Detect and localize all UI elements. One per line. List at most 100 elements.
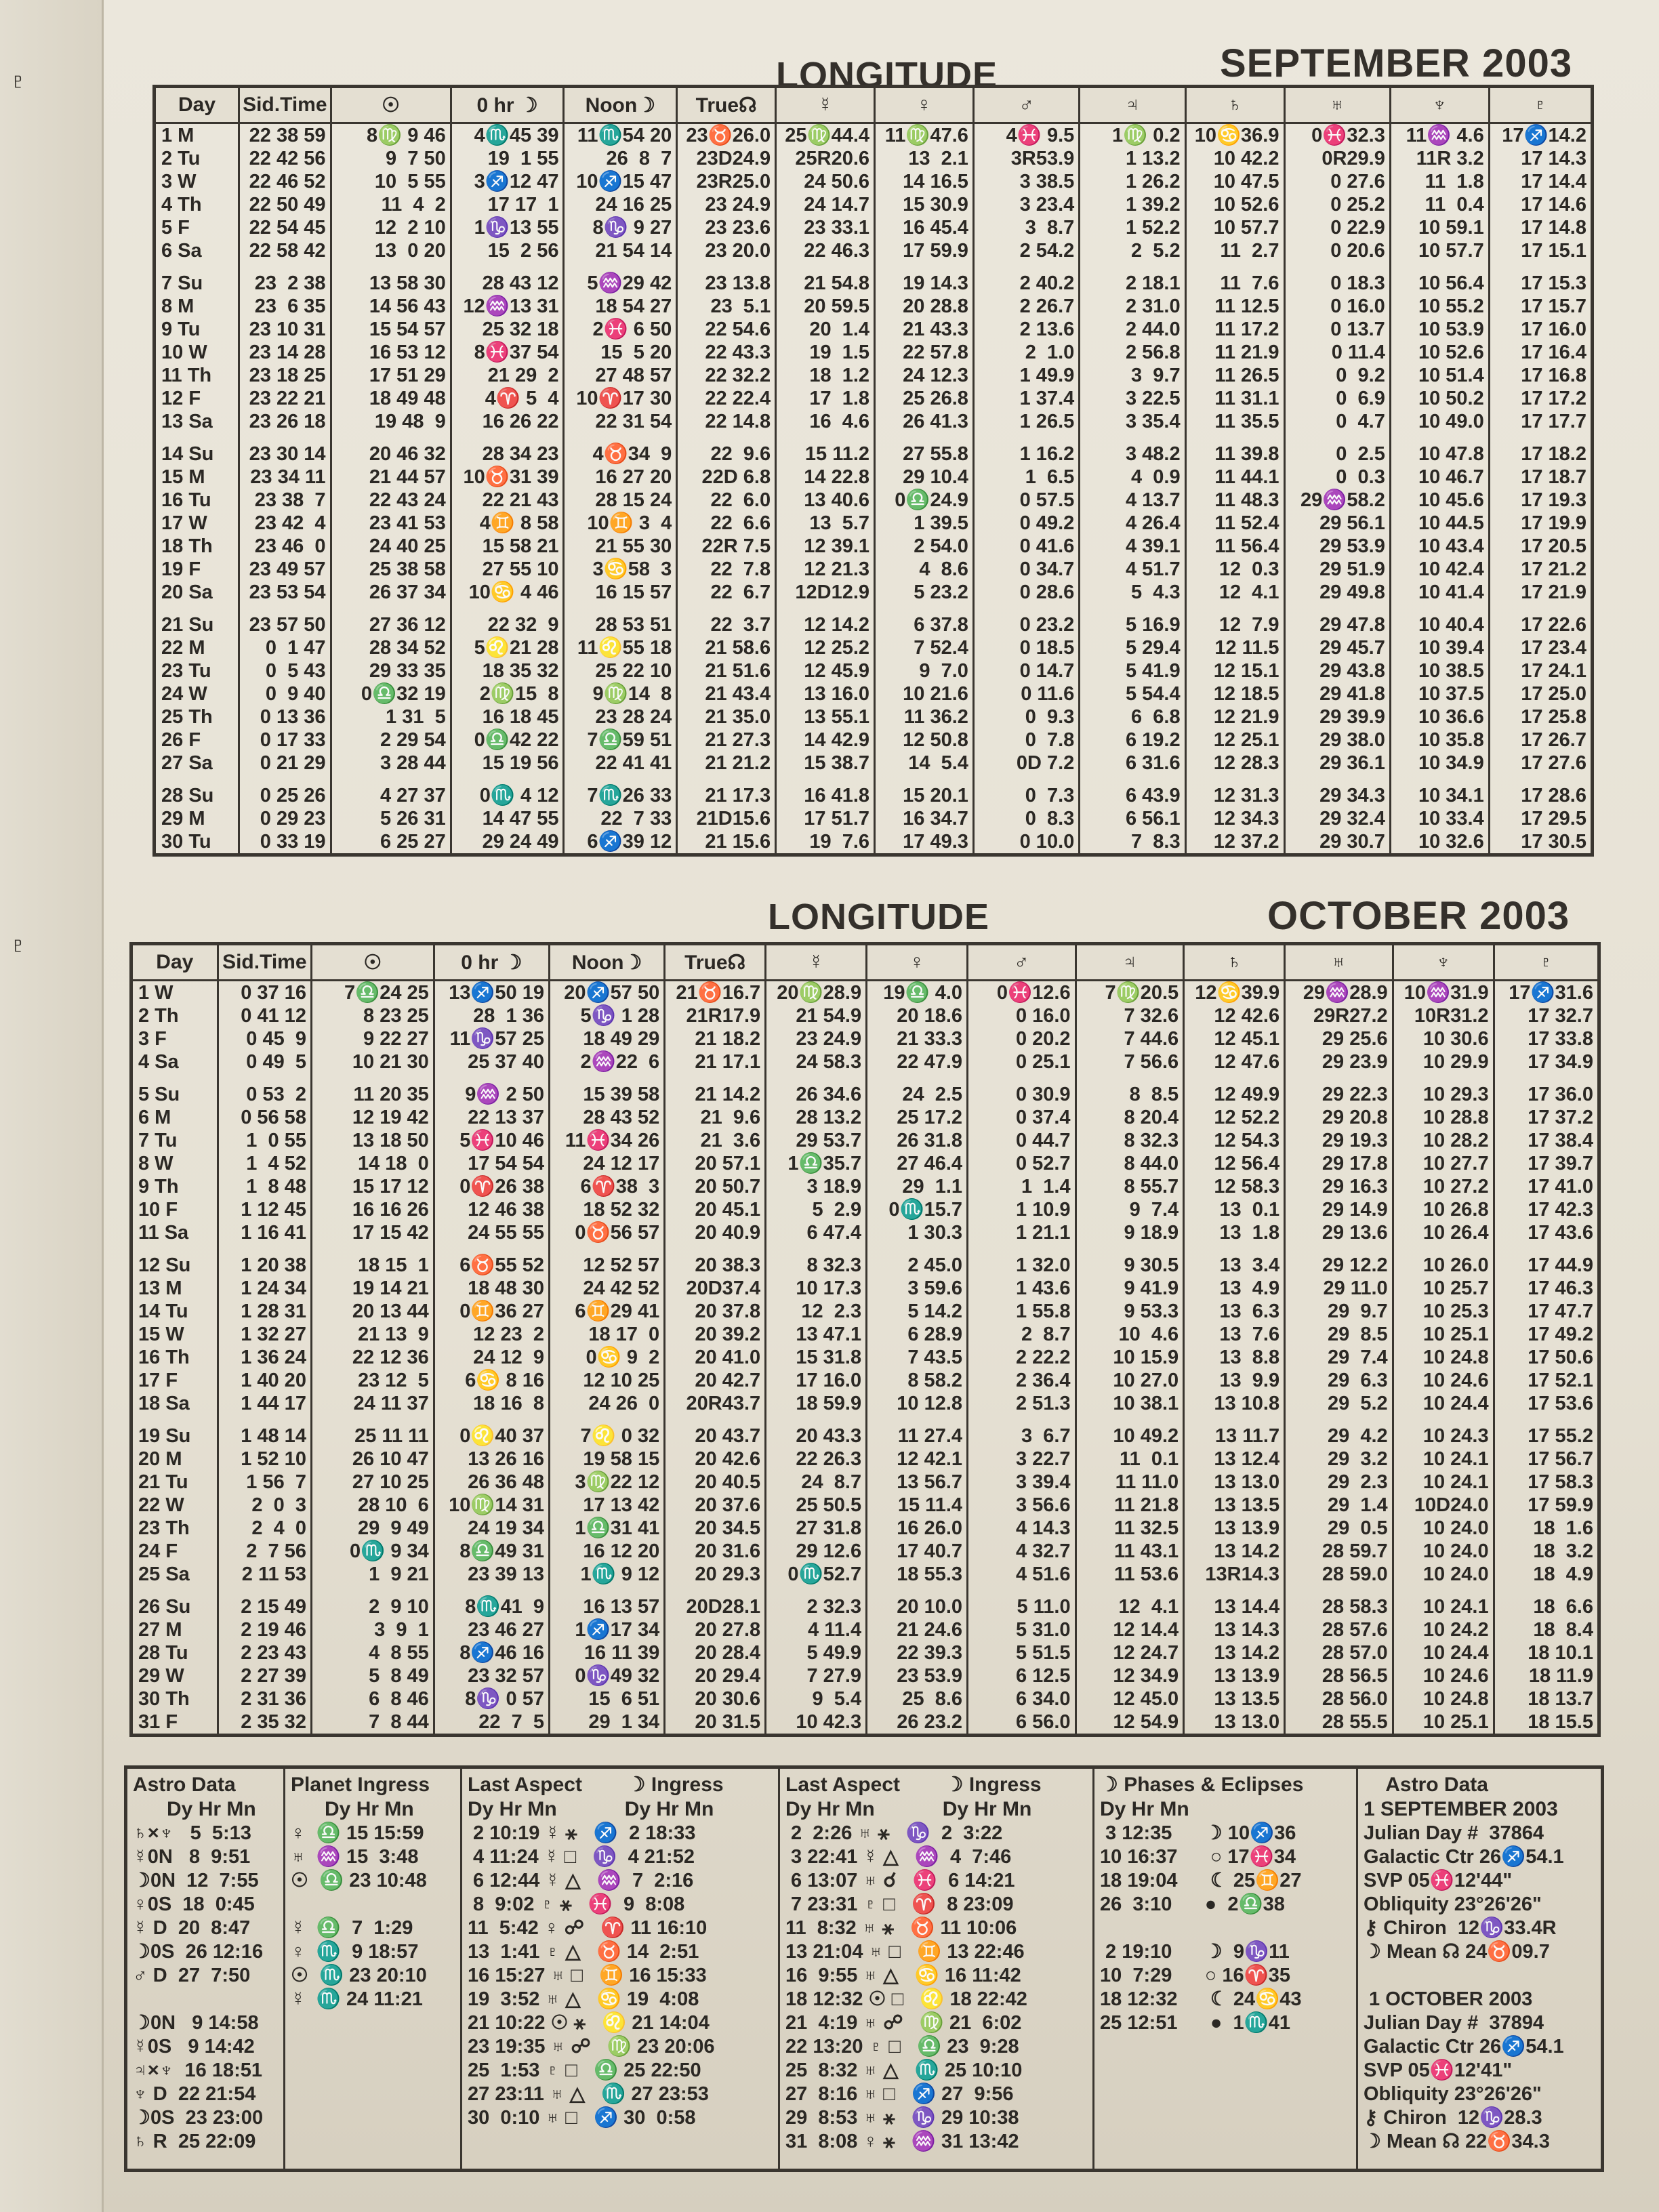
table-row: 4 Th 22 50 49 11 4 2 17 17 1 24 16 25 23 24.9… <box>152 193 1593 216</box>
cell-uranus: 29 13.6 <box>1284 1221 1393 1244</box>
table-row: 5 Su 0 53 2 11 20 35 9♒ 2 50 15 39 58 21 14.2… <box>130 1083 1599 1106</box>
cell-day: 16 Tu <box>152 489 239 512</box>
cell-sidereal-time: 23 2 38 <box>238 272 331 295</box>
cell-sidereal-time: 2 27 39 <box>216 1664 312 1687</box>
cell-mercury: 21 54.8 <box>775 272 875 295</box>
cell-neptune: 10 42.4 <box>1389 558 1490 581</box>
cell-neptune: 10 36.6 <box>1389 705 1490 729</box>
summary-column-astro-data-monthly: Astro Data 1 SEPTEMBER 2003 Julian Day # 3… <box>1358 1769 1601 2169</box>
cell-moon-noon: 27 48 57 <box>562 364 677 387</box>
cell-day: 18 Sa <box>130 1392 218 1415</box>
cell-pluto: 17 14.8 <box>1488 216 1593 239</box>
cell-mercury: 13 16.0 <box>775 682 875 705</box>
cell-true-node: 23 13.8 <box>676 272 776 295</box>
cell-sun: 20 13 44 <box>310 1300 434 1323</box>
cell-neptune: 10 41.4 <box>1389 581 1490 604</box>
cell-day: 6 Sa <box>152 239 239 262</box>
cell-venus: 29 10.4 <box>874 466 974 489</box>
column-header-sun: ☉ <box>310 943 435 981</box>
cell-true-node: 22 9.6 <box>676 443 776 466</box>
cell-sidereal-time: 2 23 43 <box>216 1641 312 1664</box>
cell-jupiter: 12 54.9 <box>1074 1711 1184 1736</box>
column-header-sun: ☉ <box>329 85 452 124</box>
cell-sun: 16 53 12 <box>329 341 451 364</box>
summary-column-last-aspect-october: Last Aspect ☽ Ingress Dy Hr Mn Dy Hr Mn 2… <box>780 1769 1094 2169</box>
cell-sun: 16 16 26 <box>310 1198 434 1221</box>
cell-jupiter: 8 44.0 <box>1074 1152 1184 1175</box>
cell-moon-noon: 7♎59 51 <box>562 729 677 752</box>
cell-day: 26 Su <box>130 1595 218 1618</box>
cell-sun: 19 48 9 <box>329 410 451 433</box>
cell-neptune: 10 56.4 <box>1389 272 1490 295</box>
cell-jupiter: 1 39.2 <box>1078 193 1186 216</box>
cell-pluto: 18 8.4 <box>1492 1618 1599 1641</box>
cell-mars: 5 31.0 <box>966 1618 1076 1641</box>
column-header-venus: ♀ <box>865 943 969 981</box>
cell-moon-0hr: 9♒ 2 50 <box>432 1083 550 1106</box>
table-row: 25 Th 0 13 36 1 31 5 16 18 45 23 28 24 21 35.… <box>152 705 1593 729</box>
cell-true-node: 21 43.4 <box>676 682 776 705</box>
cell-jupiter: 9 53.3 <box>1074 1300 1184 1323</box>
week-separator <box>130 1073 1599 1083</box>
cell-sun: 3 9 1 <box>310 1618 434 1641</box>
summary-line: 27 23:11 ♅ △ ♏ 27 23:53 <box>468 2083 709 2105</box>
cell-moon-0hr: 28 43 12 <box>449 272 564 295</box>
cell-moon-0hr: 10♉31 39 <box>449 466 564 489</box>
cell-sun: 5 26 31 <box>329 807 451 830</box>
cell-day: 20 Sa <box>152 581 239 604</box>
cell-sidereal-time: 0 37 16 <box>216 980 312 1004</box>
cell-pluto: 17 29.5 <box>1488 807 1593 830</box>
cell-moon-noon: 11♌55 18 <box>562 636 677 659</box>
cell-day: 8 W <box>130 1152 218 1175</box>
summary-line: 18 19:04 ☾ 25♊27 <box>1100 1870 1302 1891</box>
cell-neptune: 10 43.4 <box>1389 535 1490 558</box>
summary-line: ☽0S 23 23:00 <box>133 2107 264 2129</box>
cell-sun: 7 8 44 <box>310 1711 434 1736</box>
summary-line: ♀ ♎ 15 15:59 <box>291 1822 424 1844</box>
cell-mercury: 17 16.0 <box>764 1369 867 1392</box>
cell-mars: 2 54.2 <box>972 239 1080 262</box>
cell-sun: 28 34 52 <box>329 636 451 659</box>
cell-sun: 25 38 58 <box>329 558 451 581</box>
summary-line: 3 22:41 ☿ △ ♒ 4 7:46 <box>785 1846 1012 1868</box>
summary-line: Julian Day # 37894 <box>1364 2012 1544 2034</box>
cell-neptune: 10 24.1 <box>1391 1448 1494 1471</box>
cell-day: 3 W <box>152 170 239 193</box>
column-header-venus: ♀ <box>874 85 975 124</box>
cell-moon-0hr: 10♋ 4 46 <box>449 581 564 604</box>
cell-pluto: 17 19.9 <box>1488 512 1593 535</box>
cell-mars: 4 51.6 <box>966 1563 1076 1586</box>
cell-mercury: 13 55.1 <box>775 705 875 729</box>
cell-mars: 2 1.0 <box>972 341 1080 364</box>
cell-mercury: 25♍44.4 <box>775 123 875 147</box>
cell-uranus: 0 13.7 <box>1283 318 1391 341</box>
column-header-day: Day <box>130 943 219 981</box>
cell-sidereal-time: 0 29 23 <box>238 807 331 830</box>
cell-sidereal-time: 23 53 54 <box>238 581 331 604</box>
cell-mars: 1 10.9 <box>966 1198 1076 1221</box>
cell-pluto: 18 1.6 <box>1492 1517 1599 1540</box>
cell-true-node: 21 51.6 <box>676 659 776 682</box>
summary-column-last-aspect-september: Last Aspect ☽ Ingress Dy Hr Mn Dy Hr Mn 2… <box>462 1769 780 2169</box>
cell-moon-noon: 6♊29 41 <box>548 1300 665 1323</box>
cell-mars: 0 34.7 <box>972 558 1080 581</box>
cell-day: 3 F <box>130 1027 218 1050</box>
cell-sidereal-time: 23 30 14 <box>238 443 331 466</box>
cell-pluto: 18 11.9 <box>1492 1664 1599 1687</box>
cell-sun: 19 14 21 <box>310 1277 434 1300</box>
facing-page-edge: ♇ ♇ <box>0 0 104 2212</box>
cell-mercury: 3 18.9 <box>764 1175 867 1198</box>
cell-uranus: 28 59.0 <box>1284 1563 1393 1586</box>
column-header-moon-noon: Noon☽ <box>562 85 678 124</box>
cell-moon-noon: 1♐17 34 <box>548 1618 665 1641</box>
cell-moon-0hr: 18 16 8 <box>432 1392 550 1415</box>
cell-saturn: 13 0.1 <box>1183 1198 1285 1221</box>
cell-uranus: 29 11.0 <box>1284 1277 1393 1300</box>
cell-mercury: 12 25.2 <box>775 636 875 659</box>
cell-sidereal-time: 23 10 31 <box>238 318 331 341</box>
cell-saturn: 10♋36.9 <box>1184 123 1284 147</box>
cell-jupiter: 5 54.4 <box>1078 682 1186 705</box>
table-row: 23 Tu 0 5 43 29 33 35 18 35 32 25 22 10 21 51… <box>152 659 1593 682</box>
cell-moon-noon: 3♍22 12 <box>548 1471 665 1494</box>
